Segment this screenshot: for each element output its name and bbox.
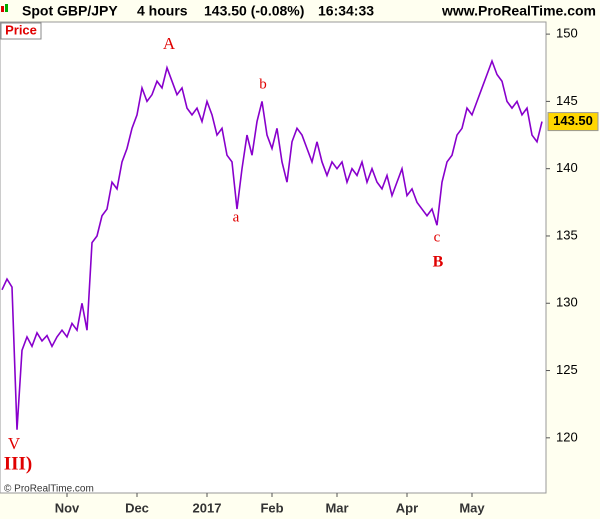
x-tick-label: Apr [396, 500, 418, 515]
x-tick-label: Feb [260, 500, 283, 515]
title: Spot GBP/JPY [22, 3, 118, 19]
y-tick-label: 125 [556, 362, 578, 377]
copyright: © ProRealTime.com [4, 484, 94, 495]
x-tick-label: Mar [325, 500, 348, 515]
x-tick-label: May [459, 500, 485, 515]
icon [1, 6, 4, 12]
price-line [1, 58, 543, 430]
annotation: c [434, 229, 441, 245]
interval: 4 hours [137, 3, 188, 19]
annotation: a [233, 209, 240, 225]
price-marker-box [547, 112, 599, 132]
y-label-box [0, 22, 42, 40]
y-tick-label: 140 [556, 160, 578, 175]
x-tick-label: 2017 [193, 500, 222, 515]
y-tick-label: 135 [556, 227, 578, 242]
y-tick-label: 150 [556, 26, 578, 41]
x-tick-label: Dec [125, 500, 149, 515]
annotation: V [8, 434, 21, 453]
annotation: III) [4, 453, 33, 474]
icon [5, 4, 8, 12]
y-label: Price [5, 22, 37, 37]
annotation: b [259, 76, 267, 92]
y-tick-label: 120 [556, 429, 578, 444]
y-tick-label: 145 [556, 93, 578, 108]
quote: 143.50 (-0.08%) [204, 3, 304, 19]
time: 16:34:33 [318, 3, 374, 19]
annotation: A [163, 34, 176, 53]
price-marker-label: 143.50 [553, 113, 593, 128]
y-tick-label: 130 [556, 295, 578, 310]
source: www.ProRealTime.com [441, 3, 596, 19]
annotation: B [433, 254, 444, 271]
x-tick-label: Nov [55, 500, 80, 515]
plot-area [0, 21, 547, 494]
